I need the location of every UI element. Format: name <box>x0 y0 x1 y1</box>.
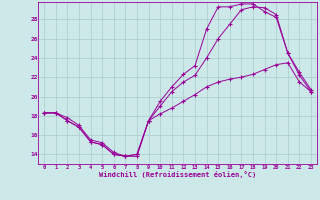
X-axis label: Windchill (Refroidissement éolien,°C): Windchill (Refroidissement éolien,°C) <box>99 171 256 178</box>
